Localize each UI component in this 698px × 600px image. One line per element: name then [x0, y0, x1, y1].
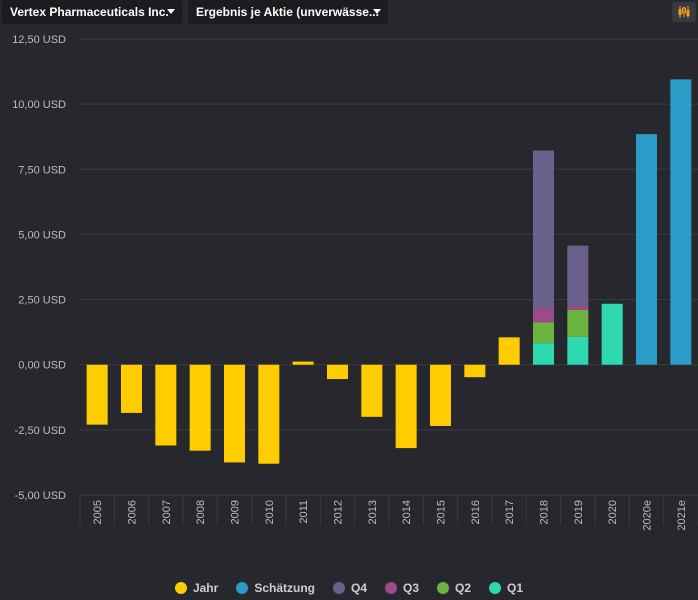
- x-tick-label: 2006: [127, 500, 139, 524]
- x-tick-label: 2021e: [676, 500, 688, 531]
- bar-schaetzung: [670, 79, 692, 365]
- bar-jahr: [498, 337, 520, 365]
- x-tick-label: 2013: [367, 500, 379, 524]
- bar-jahr: [464, 364, 486, 378]
- legend-item-q2[interactable]: Q2: [437, 581, 471, 595]
- bar-q3: [567, 306, 589, 310]
- legend-label: Jahr: [192, 581, 219, 595]
- bar-jahr: [327, 364, 348, 380]
- bar-q2: [567, 309, 589, 337]
- x-tick-label: 2020e: [642, 500, 654, 531]
- chart-options-button[interactable]: [672, 2, 696, 22]
- chart-toolbar: Vertex Pharmaceuticals Inc. Ergebnis je …: [0, 0, 698, 28]
- legend-circle-icon: [174, 582, 187, 594]
- legend-circle-icon: [332, 582, 345, 594]
- y-tick-label: 0,00 USD: [18, 360, 66, 372]
- x-tick-label: 2011: [298, 500, 310, 524]
- bar-jahr: [224, 364, 245, 463]
- x-tick-label: 2017: [504, 500, 516, 524]
- bar-jahr: [189, 364, 211, 451]
- bar-jahr: [395, 364, 417, 449]
- chevron-down-icon: [373, 9, 381, 14]
- legend-item-jahr[interactable]: Jahr: [174, 581, 219, 595]
- legend-item-schaetzung[interactable]: Schätzung: [236, 581, 315, 595]
- legend-label: Schätzung: [254, 581, 315, 595]
- chart-legend: Jahr Schätzung Q4 Q3 Q2 Q1: [0, 578, 698, 598]
- y-tick-label: 12,50 USD: [12, 34, 66, 46]
- metric-select[interactable]: Ergebnis je Aktie (unverwässe...: [188, 0, 388, 24]
- bar-q2: [533, 322, 554, 344]
- legend-label: Q1: [507, 581, 524, 595]
- legend-label: Q2: [455, 581, 472, 595]
- x-tick-label: 2005: [92, 500, 104, 524]
- y-tick-label: 5,00 USD: [18, 229, 66, 241]
- x-tick-label: 2016: [470, 500, 482, 524]
- chevron-down-icon: [167, 9, 175, 14]
- x-tick-label: 2018: [539, 500, 551, 524]
- bar-jahr: [430, 364, 451, 426]
- legend-circle-icon: [489, 582, 502, 594]
- legend-item-q4[interactable]: Q4: [332, 581, 367, 595]
- x-tick-label: 2007: [161, 500, 173, 524]
- company-select[interactable]: Vertex Pharmaceuticals Inc.: [2, 0, 182, 24]
- x-tick-label: 2012: [333, 500, 345, 524]
- legend-circle-icon: [236, 582, 249, 594]
- bar-q4: [533, 150, 554, 309]
- y-tick-label: -2,50 USD: [15, 425, 66, 437]
- legend-label: Q4: [350, 581, 367, 595]
- eps-bar-chart: 12,50 USD 10,00 USD 7,50 USD 5,00 USD 2,50 U…: [12, 34, 698, 531]
- legend-item-q3[interactable]: Q3: [385, 581, 419, 595]
- x-tick-label: 2010: [264, 500, 276, 524]
- y-tick-label: 10,00 USD: [12, 99, 66, 111]
- legend-label: Q3: [403, 581, 420, 595]
- legend-circle-icon: [385, 582, 397, 594]
- metric-select-label: Ergebnis je Aktie (unverwässe...: [196, 5, 379, 19]
- x-tick-label: 2015: [436, 500, 448, 524]
- x-tick-label: 2020: [607, 500, 619, 524]
- x-tick-label: 2008: [195, 500, 207, 524]
- legend-circle-icon: [437, 582, 450, 594]
- bar-q4: [567, 245, 589, 307]
- bar-jahr: [361, 364, 383, 417]
- bar-jahr: [86, 364, 108, 425]
- bar-q1: [567, 336, 589, 365]
- bar-q1: [533, 343, 554, 365]
- bar-q3: [533, 308, 554, 323]
- x-tick-label: 2009: [230, 500, 242, 524]
- y-tick-label: 2,50 USD: [18, 295, 66, 307]
- candlestick-icon: [678, 6, 690, 18]
- legend-item-q1[interactable]: Q1: [489, 581, 523, 595]
- bar-schaetzung: [636, 134, 657, 365]
- bar-jahr: [155, 364, 177, 446]
- bar-q1: [601, 303, 623, 365]
- x-tick-label: 2014: [401, 500, 413, 524]
- company-select-label: Vertex Pharmaceuticals Inc.: [10, 5, 169, 19]
- bar-jahr: [258, 364, 280, 464]
- x-tick-label: 2019: [573, 500, 585, 524]
- bar-jahr: [292, 361, 314, 365]
- bar-jahr: [121, 364, 142, 413]
- y-tick-label: -5,00 USD: [15, 490, 66, 502]
- y-tick-label: 7,50 USD: [18, 164, 66, 176]
